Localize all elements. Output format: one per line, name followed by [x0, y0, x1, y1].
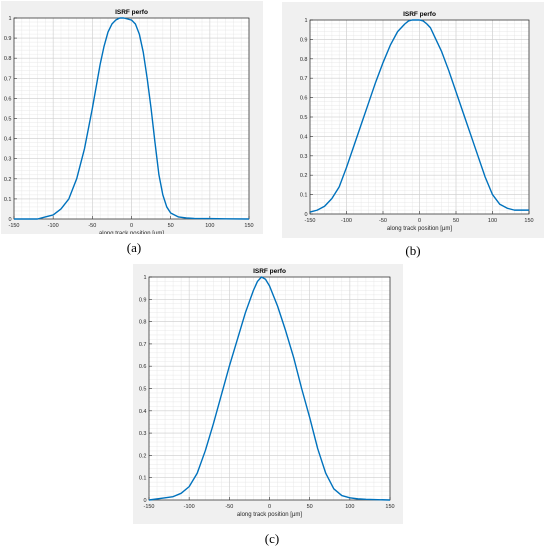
x-tick-label: -50 [88, 223, 96, 229]
x-tick-label: 50 [453, 218, 459, 224]
x-tick-label: 0 [268, 504, 271, 510]
caption-b: (b) [405, 243, 421, 258]
chart-panel-a: -150 -100 -50 0 50 100 150 0 0.1 0.2 0.3 0.4 0.5 0.6 0… [1, 1, 263, 234]
x-tick-label: -150 [8, 223, 19, 229]
y-tick-label: 0.3 [4, 157, 12, 163]
x-tick-label: -50 [225, 504, 233, 510]
chart-title: ISRF perfo [115, 9, 148, 16]
chart-svg: -150 -100 -50 0 50 100 150 0 0.1 0.2 0.3 0.4 0.5 0.6 0… [139, 268, 395, 518]
y-tick-label: 0.1 [4, 197, 12, 203]
x-axis-label: along track position [μm] [387, 226, 452, 232]
y-tick-label: 0.1 [300, 193, 308, 199]
x-tick-label: 150 [524, 218, 533, 224]
chart-panel-c: -150 -100 -50 0 50 100 150 0 0.1 0.2 0.3 0.4 0.5 0.6 0… [133, 264, 403, 524]
y-tick-label: 0.1 [139, 476, 147, 482]
y-tick-label: 0 [143, 498, 146, 504]
y-tick-label: 0.8 [139, 320, 147, 326]
y-tick-label: 0.3 [139, 431, 147, 437]
axes-box [148, 276, 391, 501]
x-tick-label: 50 [307, 504, 313, 510]
y-tick-label: 0.9 [139, 297, 147, 303]
y-tick-label: 0.6 [4, 96, 12, 102]
x-tick-label: -100 [184, 504, 195, 510]
y-tick-label: 1 [304, 18, 307, 24]
caption-c: (c) [264, 531, 280, 546]
y-tick-label: 0.4 [139, 409, 147, 415]
x-tick-label: 100 [488, 218, 497, 224]
y-tick-label: 0.7 [4, 76, 12, 82]
chart-svg: -150 -100 -50 0 50 100 150 0 0.1 0.2 0.3 0.4 0.5 0.6 0… [300, 11, 534, 232]
y-tick-label: 1 [8, 16, 11, 22]
y-tick-label: 1 [143, 275, 146, 281]
y-tick-label: 0.6 [300, 96, 308, 102]
x-tick-label: 100 [345, 504, 354, 510]
axes-box [13, 17, 250, 220]
y-tick-label: 0.7 [139, 342, 147, 348]
y-tick-label: 0.5 [300, 115, 308, 121]
series-line [14, 17, 250, 220]
x-tick-label: 100 [205, 223, 214, 229]
x-tick-label: 50 [168, 223, 174, 229]
x-tick-label: -100 [48, 223, 59, 229]
x-tick-label: -150 [143, 504, 154, 510]
chart-title: ISRF perfo [253, 268, 286, 275]
y-tick-label: 0.2 [139, 453, 147, 459]
series-line [309, 19, 529, 213]
series-line [148, 276, 391, 501]
x-axis-label: along track position [μm] [237, 512, 302, 518]
x-tick-label: -100 [341, 218, 352, 224]
y-tick-label: 0.5 [4, 117, 12, 123]
y-tick-label: 0 [304, 212, 307, 218]
x-tick-label: 0 [418, 218, 421, 224]
chart-panel-b: -150 -100 -50 0 50 100 150 0 0.1 0.2 0.3 0.4 0.5 0.6 0… [282, 2, 544, 238]
y-tick-label: 0 [8, 217, 11, 223]
y-tick-label: 0.8 [4, 56, 12, 62]
y-tick-label: 0.3 [300, 154, 308, 160]
y-tick-label: 0.7 [300, 76, 308, 82]
y-tick-label: 0.5 [139, 387, 147, 393]
x-tick-label: 0 [130, 223, 133, 229]
x-tick-label: 150 [385, 504, 394, 510]
y-tick-label: 0.4 [300, 134, 308, 140]
caption-a: (a) [126, 240, 142, 255]
y-tick-label: 0.2 [300, 173, 308, 179]
chart-title: ISRF perfo [403, 11, 436, 18]
y-tick-label: 0.8 [300, 57, 308, 63]
chart-svg: -150 -100 -50 0 50 100 150 0 0.1 0.2 0.3 0.4 0.5 0.6 0… [4, 9, 254, 234]
y-tick-label: 0.9 [4, 36, 12, 42]
y-tick-label: 0.9 [300, 37, 308, 43]
y-tick-label: 0.4 [4, 137, 12, 143]
x-tick-label: -150 [304, 218, 315, 224]
y-tick-label: 0.2 [4, 177, 12, 183]
x-axis-label: along track position [μm] [99, 231, 164, 234]
x-tick-label: 150 [244, 223, 253, 229]
x-tick-label: -50 [379, 218, 387, 224]
y-tick-label: 0.6 [139, 364, 147, 370]
